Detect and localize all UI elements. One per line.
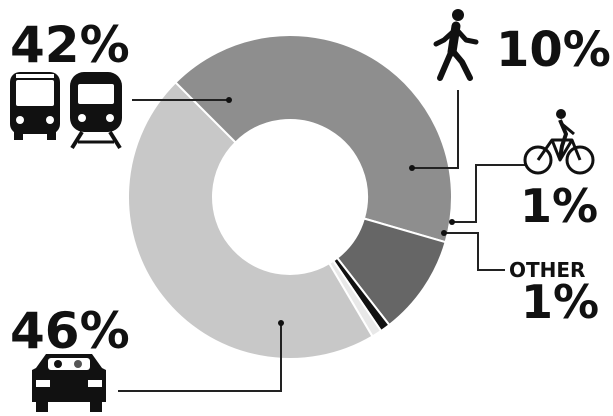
train-icon (70, 72, 122, 150)
slice-car (127, 81, 374, 360)
leader-dot-bike (449, 219, 455, 225)
leader-dot-walk (409, 165, 415, 171)
bicycle-icon (523, 109, 595, 175)
other-percent-label: 1% (521, 275, 599, 329)
leader-line-bike (452, 164, 525, 223)
bus-icon (10, 72, 60, 140)
car-percent-label: 46% (10, 302, 130, 360)
car-icon (32, 354, 106, 412)
pedestrian-icon (433, 9, 479, 81)
leader-line-walk (412, 90, 459, 169)
leader-dot-transit (226, 97, 232, 103)
leader-dots (226, 97, 455, 326)
donut-slices (127, 34, 453, 360)
slice-transit (174, 34, 453, 244)
transit-percent-label: 42% (10, 16, 130, 74)
leader-dot-car (278, 320, 284, 326)
leader-lines (118, 90, 525, 392)
bike-percent-label: 1% (520, 179, 598, 233)
leader-line-car (118, 323, 282, 392)
walk-percent-label: 10% (496, 22, 611, 78)
leader-dot-other (441, 230, 447, 236)
other-text-label: OTHER (509, 258, 585, 282)
leader-line-other (444, 232, 505, 271)
